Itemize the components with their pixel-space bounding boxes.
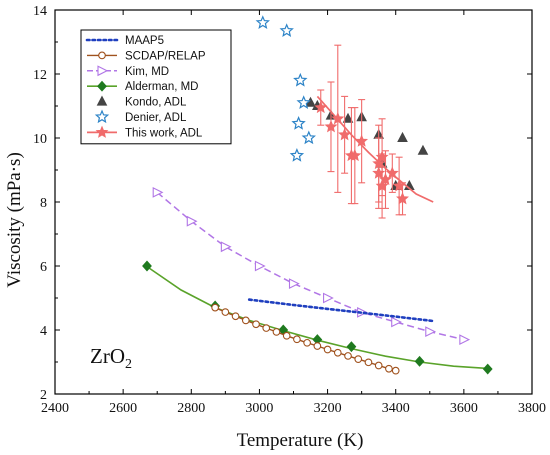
compound-annotation: ZrO2 bbox=[90, 344, 132, 372]
scdap-relap-point bbox=[241, 316, 250, 325]
scdap-relap-point bbox=[364, 358, 373, 367]
scdap-relap-point bbox=[323, 345, 332, 354]
kim-md-point bbox=[323, 292, 334, 304]
scdap-relap-point bbox=[374, 361, 383, 370]
scdap-relap-point bbox=[385, 364, 393, 373]
kondo-adl-point bbox=[417, 144, 429, 155]
alderman-md-point bbox=[414, 355, 425, 367]
legend-marker-denier-adl bbox=[94, 109, 110, 124]
y-axis-title: Viscosity (mPa·s) bbox=[4, 152, 25, 288]
denier-adl-point bbox=[293, 72, 308, 87]
this-work-adl-point bbox=[372, 166, 386, 179]
denier-adl-point bbox=[255, 15, 270, 29]
kondo-adl-point bbox=[342, 112, 354, 123]
x-tick-label-2600: 2600 bbox=[109, 401, 137, 416]
kim-md-point bbox=[425, 326, 437, 337]
denier-adl-point bbox=[279, 23, 294, 37]
alderman-md-point bbox=[482, 363, 493, 375]
scdap-relap-point bbox=[262, 324, 271, 332]
y-tick-label-10: 10 bbox=[33, 132, 47, 147]
this-work-adl-point bbox=[375, 150, 389, 163]
scdap-relap-point bbox=[303, 338, 311, 347]
legend-label: MAAP5 bbox=[125, 35, 164, 47]
this-work-adl-point bbox=[324, 120, 338, 133]
series-layer bbox=[142, 15, 493, 375]
scdap-relap-point bbox=[354, 355, 363, 363]
legend-label: This work, ADL bbox=[125, 127, 203, 139]
kim-md-point bbox=[220, 241, 232, 253]
x-tick-label-3400: 3400 bbox=[382, 401, 410, 416]
x-tick-label-3600: 3600 bbox=[450, 401, 478, 416]
kim-md-point bbox=[186, 215, 198, 227]
scdap-relap-point bbox=[231, 312, 240, 321]
x-axis-title: Temperature (K) bbox=[237, 430, 364, 451]
axes-layer: 2400 2600 2800 3000 3200 3400 3600 3800 2 4 6 8 10 12… bbox=[33, 4, 546, 416]
annotation-main-text: ZrO bbox=[90, 344, 125, 368]
kim-md-point bbox=[152, 187, 164, 198]
scdap-relap-point bbox=[344, 352, 352, 360]
scdap-relap-point bbox=[211, 303, 219, 312]
this-work-adl-point bbox=[355, 134, 369, 147]
x-tick-label-2800: 2800 bbox=[177, 401, 205, 416]
scdap-relap-point bbox=[333, 348, 342, 357]
legend-marker-kondo-adl bbox=[96, 95, 108, 106]
scdap-relap-point bbox=[272, 328, 281, 336]
this-work-adl-line bbox=[316, 95, 434, 203]
y-tick-label-14: 14 bbox=[33, 4, 47, 19]
scdap-relap-point bbox=[313, 342, 322, 350]
this-work-adl-point bbox=[331, 112, 345, 125]
kim-md-line bbox=[156, 191, 465, 341]
scdap-relap-point bbox=[221, 308, 230, 316]
legend: MAAP5 SCDAP/RELAP Kim, MD Alderman, MD Kondo… bbox=[80, 29, 232, 145]
this-work-adl-point bbox=[348, 148, 362, 162]
scdap-relap-point bbox=[282, 331, 291, 340]
kondo-adl-point bbox=[397, 131, 408, 142]
legend-marker-this-work-adl bbox=[95, 125, 109, 138]
legend-label: Alderman, MD bbox=[125, 81, 199, 93]
x-tick-label-3000: 3000 bbox=[245, 401, 273, 416]
y-tick-label-8: 8 bbox=[40, 196, 47, 211]
kim-md-point bbox=[391, 316, 402, 328]
this-work-adl-point bbox=[375, 179, 389, 192]
x-tick-label-3200: 3200 bbox=[314, 401, 342, 416]
this-work-adl-point bbox=[338, 128, 352, 141]
legend-marker-alderman-md bbox=[97, 80, 107, 92]
y-tick-label-6: 6 bbox=[40, 260, 47, 275]
alderman-md-point bbox=[346, 341, 357, 353]
this-work-adl-point bbox=[392, 179, 406, 192]
kim-md-point bbox=[254, 260, 266, 272]
denier-adl-point bbox=[296, 95, 311, 109]
legend-label: Kondo, ADL bbox=[125, 97, 187, 109]
denier-adl-point bbox=[289, 148, 305, 162]
alderman-md-line bbox=[146, 265, 488, 370]
legend-label: Denier, ADL bbox=[125, 112, 187, 124]
y-tick-label-12: 12 bbox=[33, 68, 47, 83]
this-work-adl-point bbox=[314, 100, 328, 114]
alderman-md-point bbox=[142, 260, 152, 272]
denier-adl-point bbox=[291, 116, 306, 130]
legend-marker-scdap-relap bbox=[98, 51, 106, 60]
x-tick-label-2400: 2400 bbox=[41, 401, 69, 416]
y-tick-label-2: 2 bbox=[40, 388, 47, 403]
y-tick-label-4: 4 bbox=[40, 324, 47, 339]
maap5-line bbox=[247, 298, 435, 323]
legend-label: Kim, MD bbox=[125, 66, 169, 78]
this-work-adl-point bbox=[372, 156, 386, 170]
scdap-relap-point bbox=[293, 335, 301, 344]
this-work-adl-point bbox=[385, 166, 399, 179]
kim-md-point bbox=[288, 278, 300, 289]
denier-adl-point bbox=[301, 130, 316, 145]
legend-label: SCDAP/RELAP bbox=[125, 50, 206, 62]
scdap-relap-point bbox=[252, 320, 260, 329]
kim-md-point bbox=[459, 334, 471, 345]
this-work-adl-point bbox=[396, 192, 409, 205]
scdap-relap-point bbox=[391, 366, 400, 375]
legend-marker-kim-md bbox=[97, 65, 109, 77]
annotation-subscript: 2 bbox=[125, 357, 132, 372]
x-tick-label-3800: 3800 bbox=[518, 401, 546, 416]
